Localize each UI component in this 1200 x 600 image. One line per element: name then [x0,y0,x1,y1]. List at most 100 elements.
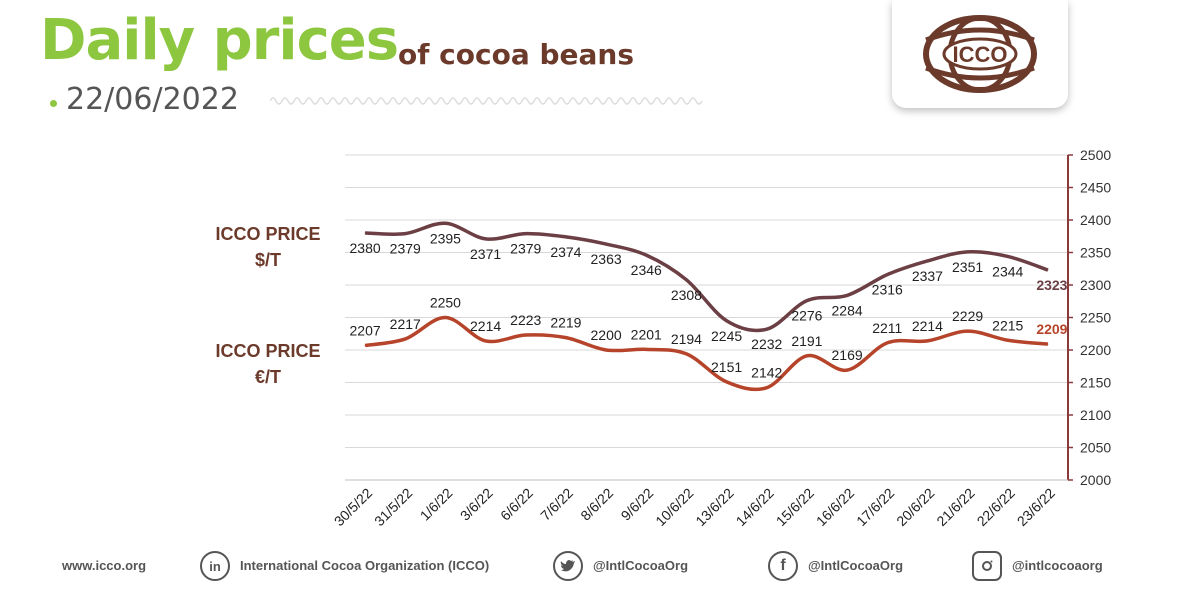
x-tick-label: 22/6/22 [974,485,1018,529]
data-label: 2284 [832,302,863,318]
data-point [1007,339,1009,341]
y-tick-label: 2350 [1080,245,1111,261]
logo-text: ICCO [953,42,1008,67]
x-tick-label: 14/6/22 [733,485,777,529]
data-label: 2250 [430,295,461,311]
usd-label-unit: $/T [254,250,281,270]
eur-price-label: ICCO PRICE €/T [208,338,328,390]
x-tick-label: 23/6/22 [1014,485,1058,529]
usd-price-label: ICCO PRICE $/T [208,221,328,273]
y-tick-label: 2150 [1080,375,1111,391]
data-label: 2207 [350,322,381,338]
bullet-dot [50,100,57,107]
data-point [605,349,607,351]
data-label: 2323 [1036,277,1067,293]
twitter-link[interactable]: @IntlCocoaOrg [593,558,689,573]
data-point [685,279,687,281]
x-tick-label: 3/6/22 [457,485,496,524]
page-title: Daily prices [40,8,399,73]
usd-label-line1: ICCO PRICE [215,224,321,244]
data-label: 2219 [550,315,581,331]
data-label: 2142 [751,365,782,381]
data-label: 2276 [791,308,822,324]
report-date: 22/06/2022 [66,82,239,117]
data-label: 2344 [992,263,1023,279]
data-point [364,344,366,346]
data-point [525,233,527,235]
data-label: 2351 [952,259,983,275]
data-point [485,340,487,342]
usd-price-line [365,221,1049,333]
data-label: 2395 [430,230,461,246]
data-label: 2217 [390,316,421,332]
y-tick-label: 2000 [1080,472,1111,488]
eur-label-unit: €/T [254,367,281,387]
data-label: 2379 [510,241,541,257]
y-tick-label: 2050 [1080,440,1111,456]
x-tick-label: 20/6/22 [893,485,937,529]
data-point [1047,343,1049,345]
data-point [726,381,728,383]
data-point [685,353,687,355]
page-subtitle: of cocoa beans [398,38,635,71]
data-point [846,294,848,296]
data-point [444,222,446,224]
data-point [404,338,406,340]
data-point [645,348,647,350]
data-point [565,337,567,339]
data-point [886,342,888,344]
twitter-icon[interactable] [553,551,583,581]
y-tick-label: 2100 [1080,407,1111,423]
x-tick-label: 31/5/22 [371,485,415,529]
data-label: 2214 [470,318,501,334]
data-point [565,236,567,238]
data-point [364,232,366,234]
y-tick-label: 2450 [1080,180,1111,196]
data-point [806,300,808,302]
data-label: 2211 [872,320,902,336]
data-label: 2380 [350,240,381,256]
x-tick-label: 30/5/22 [331,485,375,529]
eur-price-line [364,315,1049,392]
data-point [766,387,768,389]
data-point [846,369,848,371]
data-point [766,328,768,330]
instagram-icon[interactable] [972,551,1002,581]
x-tick-label: 15/6/22 [773,485,817,529]
y-tick-label: 2400 [1080,212,1111,228]
linkedin-icon[interactable]: in [200,551,230,581]
data-point [525,334,527,336]
data-label: 2245 [711,328,742,344]
facebook-icon[interactable]: f [768,551,798,581]
data-label: 2169 [832,347,863,363]
data-point [726,320,728,322]
data-label: 2308 [671,287,702,303]
x-tick-label: 13/6/22 [692,485,736,529]
y-tick-label: 2500 [1080,147,1111,163]
x-tick-label: 1/6/22 [417,485,456,524]
data-label: 2191 [791,333,822,349]
data-label: 2200 [591,327,622,343]
linkedin-link[interactable]: International Cocoa Organization (ICCO) [240,558,490,573]
data-label: 2337 [912,268,943,284]
y-tick-label: 2300 [1080,277,1111,293]
x-tick-label: 10/6/22 [652,485,696,529]
facebook-link[interactable]: @IntlCocoaOrg [808,558,904,573]
data-point [605,243,607,245]
data-label: 2316 [872,282,903,298]
data-point [645,254,647,256]
data-label: 2374 [550,244,581,260]
data-label: 2363 [591,251,622,267]
data-point [444,317,446,318]
data-point [1007,255,1009,257]
data-label: 2229 [952,308,983,324]
data-label: 2371 [470,246,501,262]
x-tick-label: 9/6/22 [618,485,657,524]
y-tick-label: 2250 [1080,310,1111,326]
instagram-link[interactable]: @intlcocoaorg [1012,558,1103,573]
data-point [967,251,969,253]
website-link[interactable]: www.icco.org [62,558,147,573]
data-label: 2209 [1036,321,1067,337]
data-label: 2346 [631,262,662,278]
